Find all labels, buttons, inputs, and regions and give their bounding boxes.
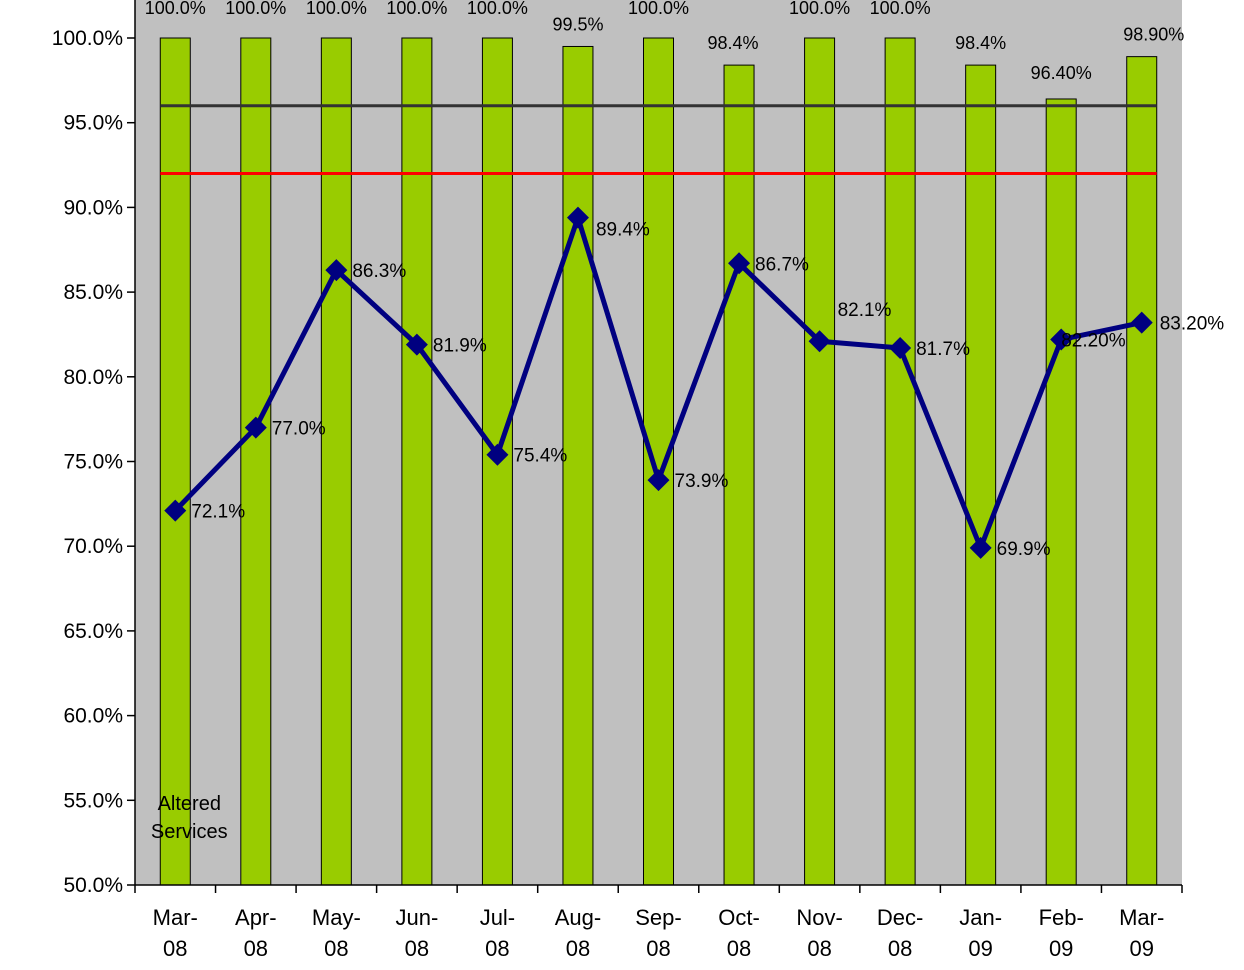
- x-tick-label: Feb-: [1039, 905, 1084, 930]
- line-point: [486, 443, 509, 466]
- x-tick-label: Oct-: [718, 905, 760, 930]
- bar: [804, 37, 836, 886]
- x-tick-label: Mar-: [153, 905, 198, 930]
- bar: [1126, 56, 1158, 886]
- bar: [240, 37, 272, 886]
- bar-data-label: 100.0%: [628, 0, 689, 18]
- bar-data-label: 100.0%: [225, 0, 286, 18]
- bar: [965, 64, 997, 886]
- x-tick-label: 09: [968, 936, 992, 961]
- line-data-label: 86.7%: [755, 254, 809, 275]
- line-point: [566, 206, 589, 229]
- y-tick-label: 55.0%: [63, 789, 123, 812]
- x-tick-label: 09: [1049, 936, 1073, 961]
- x-tick-label: 08: [727, 936, 751, 961]
- bar: [401, 37, 433, 886]
- y-tick-label: 85.0%: [63, 281, 123, 304]
- y-tick-label: 70.0%: [63, 535, 123, 558]
- bar-data-label: 98.4%: [708, 33, 759, 53]
- bar-data-label: 100.0%: [467, 0, 528, 18]
- y-tick-label: 75.0%: [63, 451, 123, 474]
- line-data-label: 73.9%: [675, 471, 729, 492]
- bar-data-label: 98.90%: [1123, 25, 1184, 45]
- x-tick-label: Sep-: [635, 905, 681, 930]
- line-point: [808, 330, 831, 353]
- line-point: [244, 416, 267, 439]
- x-tick-label: 08: [807, 936, 831, 961]
- x-tick-label: Jun-: [395, 905, 438, 930]
- x-tick-label: 08: [566, 936, 590, 961]
- x-tick-label: Nov-: [796, 905, 842, 930]
- line-data-label: 69.9%: [997, 539, 1051, 560]
- line-point: [969, 536, 992, 559]
- line-point: [647, 469, 670, 492]
- bar: [723, 64, 755, 886]
- y-tick-label: 95.0%: [63, 112, 123, 135]
- line-point: [1050, 328, 1073, 351]
- bar-data-label: 100.0%: [306, 0, 367, 18]
- x-tick-label: Jul-: [480, 905, 515, 930]
- annotation-label: Services: [151, 821, 228, 843]
- x-tick-label: 08: [888, 936, 912, 961]
- bar-data-label: 100.0%: [145, 0, 206, 18]
- x-tick-label: 08: [405, 936, 429, 961]
- bar: [884, 37, 916, 886]
- bar-data-label: 98.4%: [955, 33, 1006, 53]
- line-point: [728, 252, 751, 275]
- y-tick-label: 60.0%: [63, 705, 123, 728]
- bar: [159, 37, 191, 886]
- x-tick-label: Aug-: [555, 905, 601, 930]
- line-data-label: 82.20%: [1061, 331, 1126, 352]
- y-tick-label: 80.0%: [63, 366, 123, 389]
- line-point: [325, 259, 348, 282]
- line-point: [405, 333, 428, 356]
- line-point: [164, 499, 187, 522]
- bar-data-label: 99.5%: [552, 14, 603, 34]
- x-tick-label: Dec-: [877, 905, 923, 930]
- bar: [643, 37, 674, 886]
- x-tick-label: 08: [646, 936, 670, 961]
- line-data-label: 86.3%: [352, 261, 406, 282]
- line-data-label: 72.1%: [191, 502, 245, 523]
- line-data-label: 83.20%: [1160, 314, 1225, 335]
- x-tick-label: 08: [244, 936, 268, 961]
- bar: [562, 45, 594, 886]
- bar-data-label: 100.0%: [386, 0, 447, 18]
- bar: [1045, 98, 1077, 886]
- x-tick-label: May-: [312, 905, 361, 930]
- line-data-label: 77.0%: [272, 419, 326, 440]
- bar: [320, 37, 352, 886]
- line-data-label: 82.1%: [838, 300, 892, 321]
- bar-data-label: 100.0%: [789, 0, 850, 18]
- line-point: [1130, 311, 1153, 334]
- y-tick-label: 65.0%: [63, 620, 123, 643]
- y-tick-label: 100.0%: [52, 27, 123, 50]
- x-tick-label: 08: [324, 936, 348, 961]
- x-tick-label: Apr-: [235, 905, 277, 930]
- bar-data-label: 100.0%: [870, 0, 931, 18]
- line-data-label: 75.4%: [513, 446, 567, 467]
- y-tick-label: 50.0%: [63, 874, 123, 897]
- bar-data-label: 96.40%: [1031, 63, 1092, 83]
- line-point: [889, 337, 912, 360]
- x-tick-label: Mar-: [1119, 905, 1164, 930]
- x-tick-label: 08: [163, 936, 187, 961]
- x-tick-label: 08: [485, 936, 509, 961]
- line-data-label: 81.7%: [916, 339, 970, 360]
- x-tick-label: Jan-: [959, 905, 1002, 930]
- y-tick-label: 90.0%: [63, 196, 123, 219]
- line-data-label: 89.4%: [596, 220, 650, 241]
- line-data-label: 81.9%: [433, 336, 487, 357]
- annotation-label: Altered: [158, 793, 221, 815]
- x-tick-label: 09: [1129, 936, 1153, 961]
